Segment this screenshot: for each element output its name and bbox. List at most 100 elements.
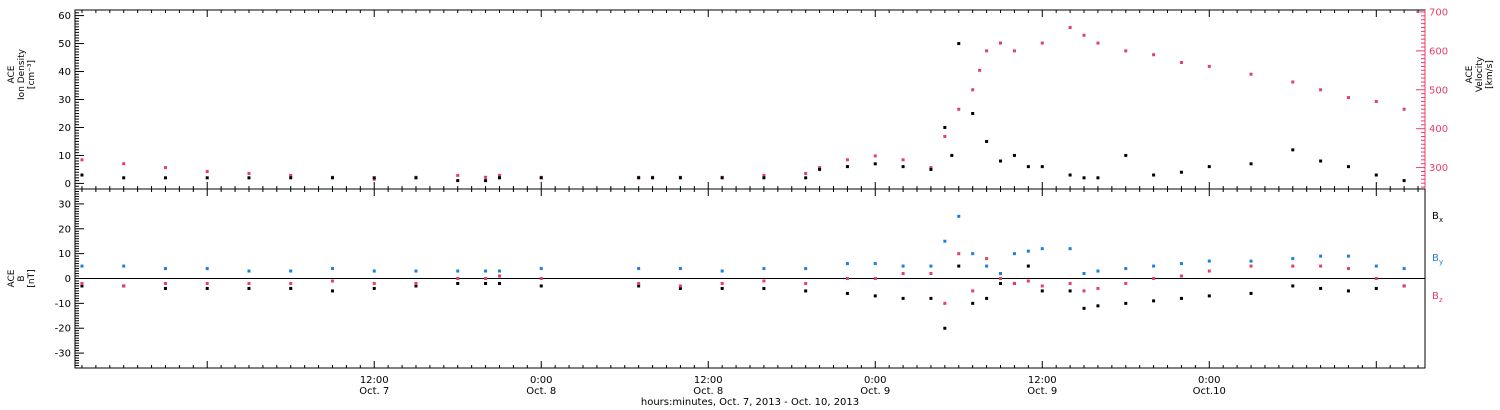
by-point (678, 267, 682, 271)
y-tick-label: 30 (58, 199, 71, 210)
y-tick-label: 30 (58, 95, 71, 106)
panel-frame-1 (74, 9, 1426, 190)
bz-point (539, 277, 543, 280)
y-tick-label: 20 (58, 123, 71, 134)
bx-point (1179, 296, 1183, 300)
by-point (845, 262, 849, 266)
x-tick-date-label: Oct.10 (1193, 386, 1226, 397)
velocity-point (163, 166, 167, 170)
bx-point (985, 296, 989, 300)
by-point (1096, 269, 1100, 273)
velocity-point (456, 173, 460, 177)
density-point (943, 125, 947, 129)
bx-point (943, 326, 947, 330)
bx-point (1082, 306, 1086, 310)
bz-point (762, 279, 766, 283)
density-point (1319, 159, 1323, 163)
legend-label-bx: B (1432, 211, 1439, 222)
velocity-point (845, 158, 849, 162)
bx-point (845, 291, 849, 295)
velocity-point (929, 166, 933, 170)
by-point (289, 269, 293, 273)
x-tick-time-label: 12:00 (694, 375, 723, 386)
bx-point (80, 284, 84, 288)
bx-point (804, 289, 808, 293)
by-point (637, 267, 641, 271)
bx-point (762, 286, 766, 290)
by-point (1179, 262, 1183, 266)
bz-point (1319, 264, 1323, 268)
x-axis-title: hours:minutes, Oct. 7, 2013 - Oct. 10, 2… (641, 397, 859, 408)
bz-point (163, 281, 167, 285)
bx-point (720, 286, 724, 290)
by-point (1402, 267, 1406, 271)
y-tick-label: 50 (58, 39, 71, 50)
x-tick-date-label: Oct. 7 (359, 386, 389, 397)
y-tick-label: -10 (55, 299, 71, 310)
bz-point (289, 281, 293, 285)
bz-point (957, 252, 961, 256)
by-point (1068, 247, 1072, 251)
density-point (985, 139, 989, 143)
velocity-point (1346, 96, 1350, 100)
legend-subscript-bz: z (1439, 296, 1443, 304)
by-point (122, 264, 126, 268)
bz-point (873, 277, 877, 280)
bx-point (1346, 289, 1350, 293)
y2-tick-label: 300 (1429, 163, 1448, 174)
y2-tick-label: 600 (1429, 46, 1448, 57)
bz-point (929, 272, 933, 276)
density-point (678, 176, 682, 180)
y2-axis-label: [km/s] (1485, 60, 1495, 89)
by-point (1082, 272, 1086, 276)
velocity-point (289, 173, 293, 177)
bz-point (1374, 277, 1378, 280)
bx-point (330, 289, 334, 293)
bz-point (985, 257, 989, 261)
bx-point (1040, 289, 1044, 293)
density-point (845, 165, 849, 169)
bx-point (289, 286, 293, 290)
by-point (999, 272, 1003, 276)
density-point (497, 176, 501, 180)
bx-point (1026, 264, 1030, 268)
y-axis-label: Ion Density (17, 48, 27, 100)
velocity-point (497, 173, 501, 177)
bx-point (901, 296, 905, 300)
density-point (762, 176, 766, 180)
velocity-point (1096, 41, 1100, 45)
density-point (950, 153, 954, 157)
by-point (1207, 259, 1211, 263)
bz-point (484, 277, 488, 280)
x-tick-date-label: Oct. 9 (1027, 386, 1057, 397)
by-point (484, 269, 488, 273)
bx-point (456, 281, 460, 285)
by-point (804, 267, 808, 271)
density-point (1026, 165, 1030, 169)
by-point (971, 252, 975, 256)
density-point (1402, 179, 1406, 183)
bx-point (957, 264, 961, 268)
density-point (163, 176, 167, 180)
bz-point (1179, 274, 1183, 278)
bx-point (1319, 286, 1323, 290)
density-point (80, 173, 84, 177)
density-point (1068, 173, 1072, 177)
y2-axis-label: Velocity (1475, 56, 1485, 92)
bx-point (1068, 289, 1072, 293)
by-point (957, 214, 961, 218)
density-point (637, 176, 641, 180)
y-axis-label: ACE (7, 269, 17, 287)
y-tick-label: 10 (58, 151, 71, 162)
density-point (247, 176, 251, 180)
by-point (372, 269, 376, 273)
y-tick-label: -20 (55, 324, 71, 335)
by-point (901, 264, 905, 268)
y2-tick-label: 400 (1429, 124, 1448, 135)
velocity-point (818, 166, 822, 170)
by-point (456, 269, 460, 273)
by-point (985, 264, 989, 268)
bz-point (720, 281, 724, 285)
velocity-point (1040, 41, 1044, 45)
y-axis-label: ACE (7, 65, 17, 83)
